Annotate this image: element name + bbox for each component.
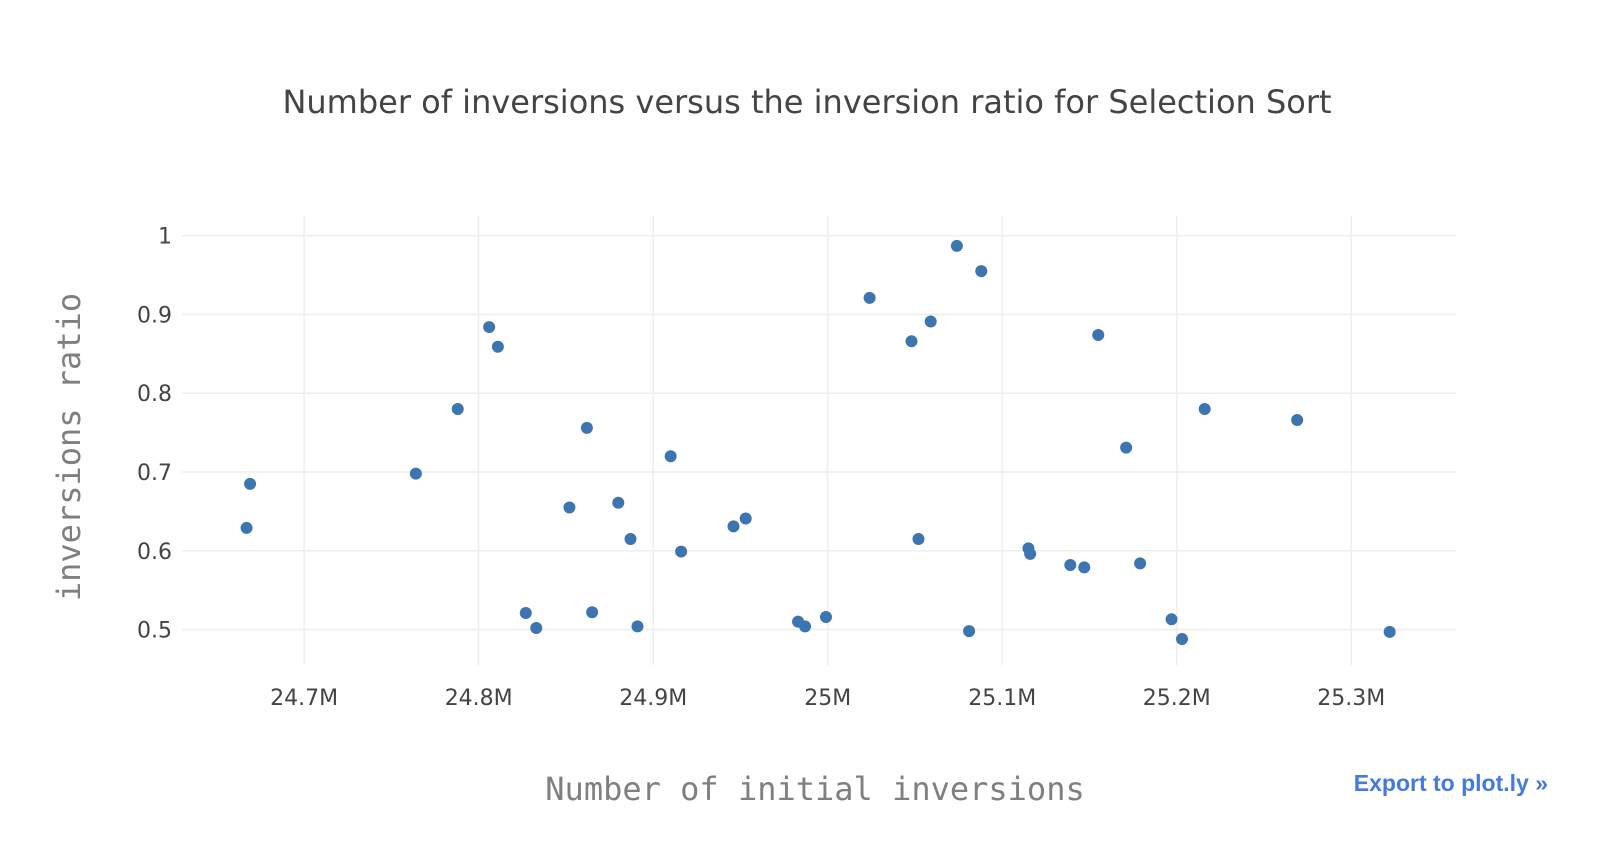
y-tick-label: 0.5 xyxy=(137,619,172,644)
data-point[interactable] xyxy=(675,545,688,558)
x-tick-label: 25.1M xyxy=(968,686,1036,711)
x-tick-label: 24.7M xyxy=(270,686,338,711)
data-point[interactable] xyxy=(491,340,504,353)
data-point[interactable] xyxy=(631,620,644,633)
data-point[interactable] xyxy=(1383,625,1396,638)
data-point[interactable] xyxy=(580,421,593,434)
data-point[interactable] xyxy=(240,521,253,534)
tick-labels: 24.7M 24.8M 24.9M 25M 25.1M 25.2M 25.3M 0.5 0.6 0… xyxy=(137,225,1385,711)
data-point[interactable] xyxy=(924,315,937,328)
grid-layer xyxy=(182,216,1456,665)
data-point[interactable] xyxy=(863,291,876,304)
x-tick-label: 24.8M xyxy=(445,686,513,711)
chart-title: Number of inversions versus the inversio… xyxy=(282,83,1331,121)
data-point[interactable] xyxy=(727,520,740,533)
data-point[interactable] xyxy=(963,625,976,638)
data-point[interactable] xyxy=(586,606,599,619)
data-point[interactable] xyxy=(1291,414,1304,427)
y-tick-label: 0.7 xyxy=(137,461,172,486)
x-tick-label: 25M xyxy=(804,686,851,711)
data-point[interactable] xyxy=(1024,547,1037,560)
data-point[interactable] xyxy=(612,496,625,509)
data-point[interactable] xyxy=(530,621,543,634)
x-tick-label: 25.3M xyxy=(1317,686,1385,711)
y-tick-label: 0.8 xyxy=(137,382,172,407)
y-tick-label: 1 xyxy=(158,225,172,250)
data-point[interactable] xyxy=(483,321,496,334)
data-point[interactable] xyxy=(950,239,963,252)
data-point[interactable] xyxy=(1176,633,1189,646)
data-point[interactable] xyxy=(451,402,464,415)
data-point[interactable] xyxy=(1198,402,1211,415)
data-point[interactable] xyxy=(624,532,637,545)
export-to-plotly-link[interactable]: Export to plot.ly » xyxy=(1353,770,1548,796)
data-point[interactable] xyxy=(1120,441,1133,454)
x-tick-label: 24.9M xyxy=(619,686,687,711)
data-point[interactable] xyxy=(799,620,812,633)
x-tick-label: 25.2M xyxy=(1143,686,1211,711)
data-point[interactable] xyxy=(1092,328,1105,341)
data-point[interactable] xyxy=(1064,558,1077,571)
data-point[interactable] xyxy=(905,335,918,348)
data-point[interactable] xyxy=(244,477,257,490)
data-points xyxy=(240,239,1396,646)
data-point[interactable] xyxy=(819,610,832,623)
data-point[interactable] xyxy=(912,532,925,545)
data-point[interactable] xyxy=(1078,561,1091,574)
y-axis-title: inversions ratio xyxy=(50,293,88,601)
data-point[interactable] xyxy=(519,607,532,620)
data-point[interactable] xyxy=(409,467,422,480)
data-point[interactable] xyxy=(1165,613,1178,626)
data-point[interactable] xyxy=(1134,557,1147,570)
y-tick-label: 0.6 xyxy=(137,540,172,565)
data-point[interactable] xyxy=(975,265,988,278)
x-axis-title: Number of initial inversions xyxy=(545,770,1084,808)
data-point[interactable] xyxy=(664,450,677,463)
y-tick-label: 0.9 xyxy=(137,303,172,328)
data-point[interactable] xyxy=(563,501,576,514)
data-point[interactable] xyxy=(739,512,752,525)
